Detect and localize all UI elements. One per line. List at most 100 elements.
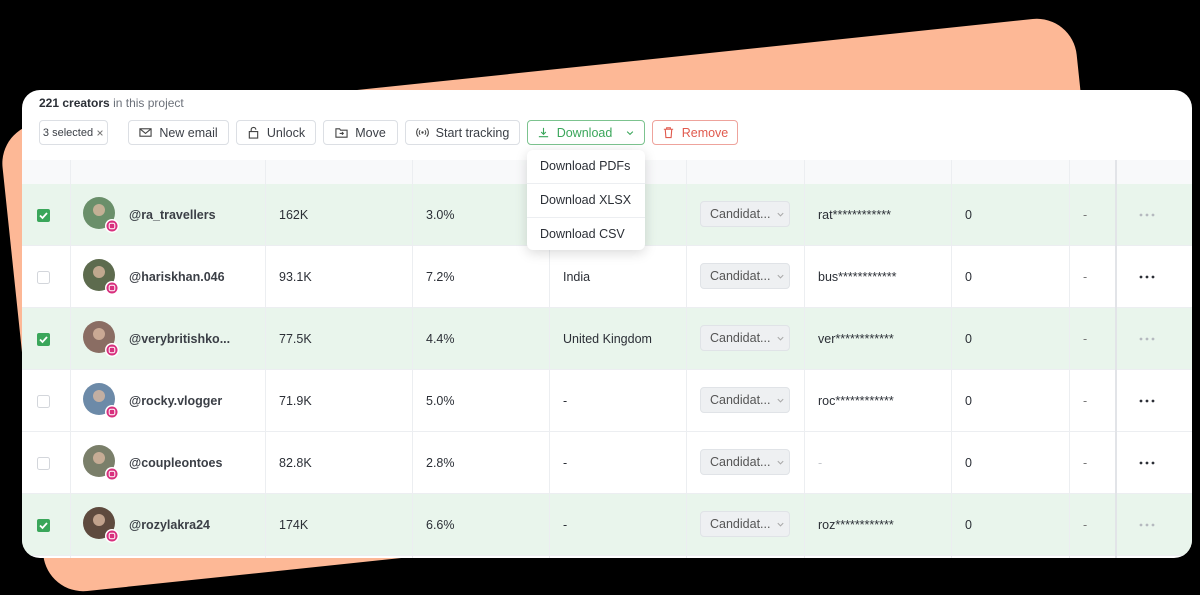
last-value: - (1083, 332, 1088, 346)
table-row: @coupleontoes 82.8K 2.8% - Candidat... - 0 - (22, 432, 1192, 494)
status-select[interactable]: Candidat... (700, 201, 790, 227)
followers: 82.8K (279, 456, 312, 470)
row-checkbox[interactable] (37, 308, 50, 370)
download-icon (538, 127, 548, 138)
email: roz************ (818, 518, 894, 532)
creator-handle: @verybritishko... (129, 332, 231, 346)
more-button[interactable] (1139, 370, 1155, 432)
row-checkbox[interactable] (37, 494, 50, 556)
move-button[interactable]: Move (323, 120, 398, 145)
button-label: New email (159, 125, 218, 140)
row-checkbox[interactable] (37, 432, 50, 494)
status-select[interactable]: Candidat... (700, 263, 790, 289)
page: 221 creators in this project 3 selected … (0, 14, 1192, 595)
status-select[interactable]: Candidat... (700, 511, 790, 537)
status-label: Candidat... (710, 331, 771, 345)
status-select[interactable]: Candidat... (700, 325, 790, 351)
button-label: Move (355, 125, 386, 140)
chevron-icon (776, 458, 785, 467)
column-divider (70, 160, 71, 558)
last-value: - (1083, 518, 1088, 532)
status-label: Candidat... (710, 517, 771, 531)
creators-table: @ra_travellers 162K 3.0% Candidat... rat****… (22, 160, 1192, 558)
engagement-rate: 4.4% (426, 332, 455, 346)
clear-icon (97, 129, 103, 136)
followers: 93.1K (279, 270, 312, 284)
count: 0 (965, 208, 972, 222)
avatar (83, 184, 119, 246)
new-email-button[interactable]: New email (128, 120, 229, 145)
selection-chip[interactable]: 3 selected (39, 120, 108, 145)
followers: 71.9K (279, 394, 312, 408)
row-checkbox[interactable] (37, 370, 50, 432)
more-button[interactable] (1139, 494, 1155, 556)
column-divider (265, 160, 266, 558)
more-button[interactable] (1139, 246, 1155, 308)
trash-icon (663, 127, 673, 139)
table-row: @verybritishko... 77.5K 4.4% United Kingdom… (22, 308, 1192, 370)
creators-panel: 221 creators in this project 3 selected … (22, 90, 1192, 558)
table-row: @rocky.vlogger 71.9K 5.0% - Candidat... roc**… (22, 370, 1192, 432)
more-button[interactable] (1139, 184, 1155, 246)
chevron-icon (776, 520, 785, 529)
status-label: Candidat... (710, 207, 771, 221)
remove-button[interactable]: Remove (652, 120, 738, 145)
country: - (563, 394, 568, 408)
email: - (818, 456, 823, 470)
country: India (563, 270, 591, 284)
last-value: - (1083, 394, 1088, 408)
creator-handle: @rocky.vlogger (129, 394, 223, 408)
download-button[interactable]: Download (527, 120, 645, 145)
menu-item[interactable]: Download PDFs (540, 159, 631, 173)
creator-handle: @ra_travellers (129, 208, 216, 222)
email: roc************ (818, 394, 894, 408)
avatar (83, 494, 119, 556)
status-select[interactable]: Candidat... (700, 449, 790, 475)
count: 0 (965, 332, 972, 346)
creator-handle: @rozylakra24 (129, 518, 210, 532)
followers: 77.5K (279, 332, 312, 346)
engagement-rate: 7.2% (426, 270, 455, 284)
row-checkbox[interactable] (37, 184, 50, 246)
count: 0 (965, 270, 972, 284)
status-select[interactable]: Candidat... (700, 387, 790, 413)
followers: 162K (279, 208, 309, 222)
engagement-rate: 2.8% (426, 456, 455, 470)
creator-count: 221 creators (39, 96, 110, 110)
last-value: - (1083, 208, 1088, 222)
followers: 174K (279, 518, 309, 532)
project-summary: 221 creators in this project (39, 96, 184, 110)
chevron-icon (627, 130, 634, 135)
creator-handle: @hariskhan.046 (129, 270, 225, 284)
start-tracking-button[interactable]: Start tracking (405, 120, 520, 145)
unlock-button[interactable]: Unlock (236, 120, 316, 145)
engagement-rate: 3.0% (426, 208, 455, 222)
summary-suffix: in this project (113, 96, 184, 110)
email: bus************ (818, 270, 897, 284)
menu-separator (527, 183, 645, 184)
chevron-icon (776, 334, 785, 343)
signal-icon (415, 127, 429, 138)
more-button[interactable] (1139, 308, 1155, 370)
button-label: Remove (681, 125, 729, 140)
country: - (563, 518, 568, 532)
row-checkbox[interactable] (37, 246, 50, 308)
engagement-rate: 6.6% (426, 518, 455, 532)
column-divider (804, 160, 805, 558)
menu-item[interactable]: Download CSV (540, 227, 625, 241)
count: 0 (965, 518, 972, 532)
country: - (563, 456, 568, 470)
table-row: @rozylakra24 174K 6.6% - Candidat... roz*****… (22, 494, 1192, 556)
column-divider (412, 160, 413, 558)
more-button[interactable] (1139, 432, 1155, 494)
chevron-icon (776, 396, 785, 405)
status-label: Candidat... (710, 393, 771, 407)
chevron-icon (776, 272, 785, 281)
table-row: @hariskhan.046 93.1K 7.2% India Candidat... b… (22, 246, 1192, 308)
lock-icon (248, 126, 259, 139)
column-divider (951, 160, 952, 558)
avatar (83, 432, 119, 494)
menu-item[interactable]: Download XLSX (540, 193, 632, 207)
sticky-column-shadow (1115, 160, 1117, 558)
selected-count: 3 selected (42, 126, 94, 139)
